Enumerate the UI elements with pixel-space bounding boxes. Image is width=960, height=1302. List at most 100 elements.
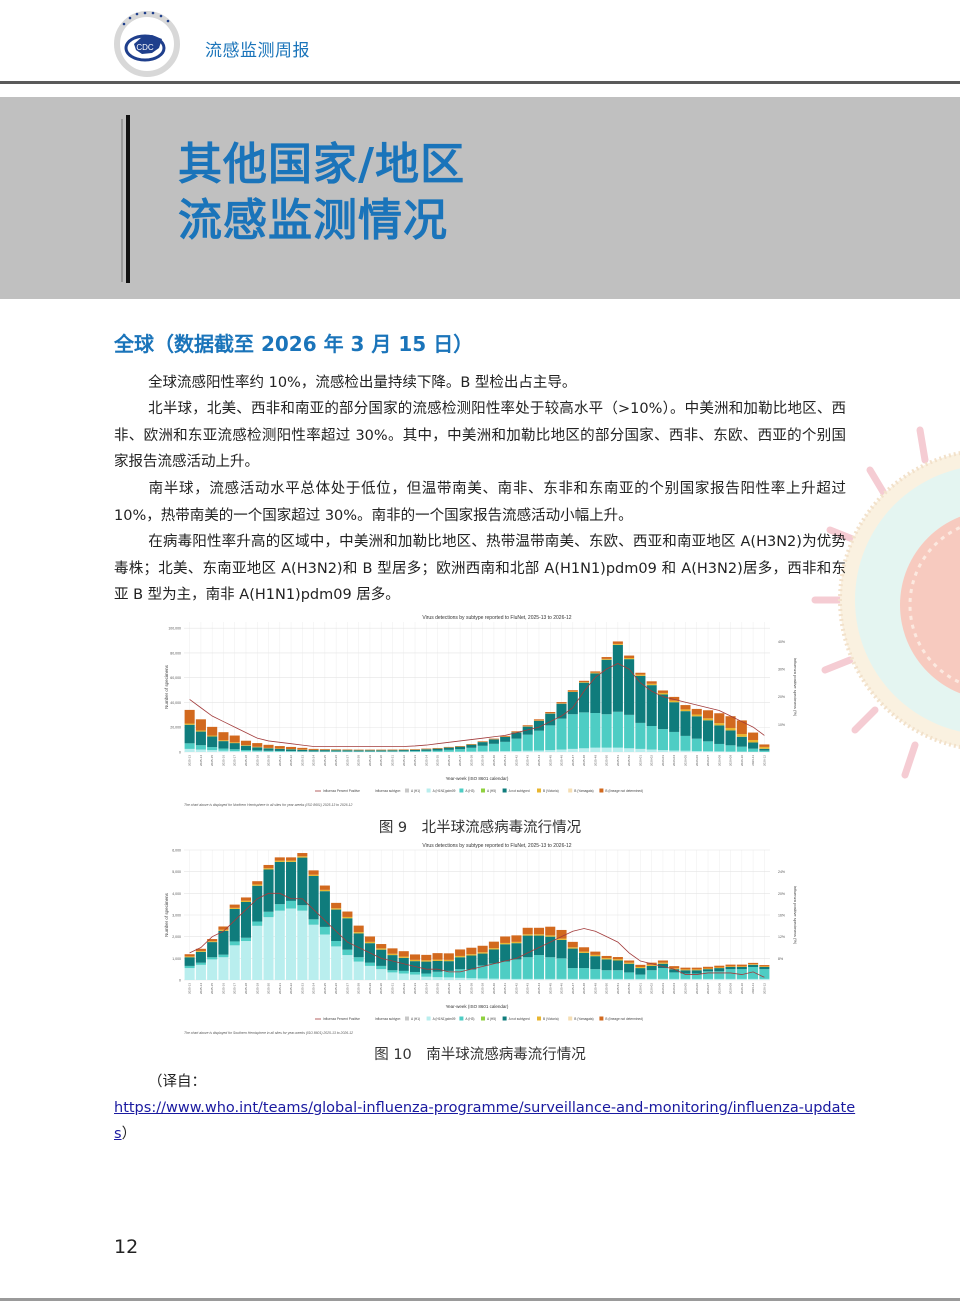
bar-segment: [612, 970, 623, 979]
x-tick-label: 2025-15: [210, 983, 214, 994]
bar-segment: [669, 978, 680, 980]
bar-segment: [635, 675, 646, 723]
bar-segment: [319, 926, 330, 935]
bar-segment: [353, 933, 364, 958]
virus-illustration: [811, 426, 960, 779]
bar-segment: [477, 945, 488, 953]
bar-segment: [297, 856, 308, 858]
bar-segment: [635, 974, 646, 979]
bar-segment: [579, 748, 590, 752]
bar-segment: [455, 949, 466, 956]
legend-item-label: A (H1N1)pdm09: [433, 1017, 456, 1021]
bar-segment: [364, 941, 375, 944]
bar-segment: [319, 750, 330, 752]
bar-segment: [567, 968, 578, 979]
bar-segment: [511, 978, 522, 980]
x-tick-label: 2026-12: [762, 983, 766, 994]
x-tick-label: 2025-48: [582, 755, 586, 766]
bar-segment: [556, 718, 567, 750]
bar-segment: [759, 750, 770, 752]
x-tick-label: 2025-28: [357, 755, 361, 766]
bar-segment: [680, 967, 691, 970]
x-tick-label: 2025-39: [481, 983, 485, 994]
bar-segment: [759, 966, 770, 967]
legend-swatch: [459, 788, 464, 793]
legend-swatch: [405, 788, 409, 793]
bar-segment: [646, 685, 657, 726]
x-tick-label: 2026-10: [740, 983, 744, 994]
bar-segment: [364, 936, 375, 942]
bar-segment: [624, 659, 635, 715]
bar-segment: [702, 741, 714, 752]
bar-segment: [353, 925, 364, 933]
bar-segment: [195, 731, 206, 746]
bar-segment: [567, 714, 578, 749]
bar-segment: [725, 745, 736, 752]
bar-segment: [567, 947, 578, 949]
bar-segment: [680, 970, 691, 974]
bar-segment: [590, 951, 601, 955]
x-tick-label: 2025-49: [593, 755, 597, 766]
x-tick-label: 2025-31: [390, 983, 394, 994]
x-tick-label: 2025-14: [199, 983, 203, 994]
bar-segment: [533, 720, 545, 731]
legend-swatch: [481, 788, 485, 793]
bar-segment: [511, 943, 522, 960]
x-tick-label: 2025-37: [458, 983, 462, 994]
bar-segment: [421, 750, 432, 752]
bar-segment: [432, 971, 443, 978]
y-tick-label: 2,000: [172, 935, 181, 939]
bar-segment: [364, 962, 375, 966]
banner-accent-bar-thick: [126, 115, 130, 283]
bar-segment: [443, 959, 454, 962]
chapter-title-line2: 流感监测情况: [178, 195, 448, 246]
bar-segment: [545, 750, 556, 752]
bar-segment: [691, 973, 702, 979]
bar-segment: [545, 725, 556, 751]
x-tick-label: 2025-13: [188, 983, 192, 994]
bar-segment: [624, 972, 635, 979]
figure-9-caption: 图 9 北半球流感病毒流行情况: [378, 820, 582, 836]
bar-segment: [432, 959, 443, 961]
x-tick-label: 2025-28: [357, 983, 361, 994]
bar-segment: [579, 682, 590, 713]
x-tick-label: 2026-06: [695, 755, 699, 766]
who-influenza-updates-link[interactable]: https://www.who.int/teams/global-influen…: [114, 1100, 856, 1142]
x-tick-label: 2025-23: [300, 755, 304, 766]
bar-segment: [421, 954, 432, 961]
bar-segment: [376, 948, 387, 950]
bar-segment: [556, 749, 567, 752]
bar-segment: [567, 748, 578, 752]
bar-segment: [601, 959, 612, 971]
bar-segment: [522, 957, 533, 979]
bar-segment: [556, 929, 567, 939]
x-tick-label: 2025-15: [210, 755, 214, 766]
bar-segment: [624, 658, 635, 660]
bar-segment: [522, 725, 533, 727]
bar-segment: [286, 860, 297, 862]
bar-segment: [500, 741, 511, 752]
x-tick-label: 2025-39: [481, 755, 485, 766]
legend-subtype-label: Influenza subtype:: [375, 789, 401, 793]
x-tick-label: 2025-43: [526, 983, 530, 994]
bar-segment: [736, 978, 747, 980]
bar-segment: [443, 749, 454, 752]
bar-segment: [184, 968, 195, 980]
percent-positive-line: [189, 892, 765, 978]
bar-segment: [579, 682, 590, 683]
figure-10-caption: 图 10 南半球流感病毒流行情况: [374, 1047, 586, 1063]
x-tick-label: 2025-27: [345, 755, 349, 766]
bar-segment: [545, 713, 556, 726]
bar-segment: [601, 978, 612, 980]
bar-segment: [612, 957, 623, 960]
bar-segment: [488, 949, 499, 964]
bar-segment: [759, 969, 770, 979]
bar-segment: [657, 978, 668, 980]
bar-segment: [714, 967, 725, 969]
legend-swatch: [568, 1016, 573, 1021]
x-axis-label: Year-week (ISO 8601 calendar): [446, 776, 509, 781]
bar-segment: [240, 900, 252, 902]
citation: （译自： https://www.who.int/teams/global-in…: [114, 1069, 874, 1147]
x-axis-label: Year-week (ISO 8601 calendar): [446, 1004, 509, 1009]
bar-segment: [308, 924, 319, 980]
